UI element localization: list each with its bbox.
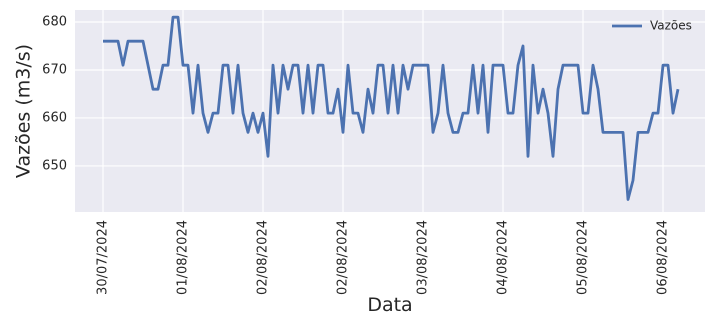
x-tick-label: 06/08/2024 <box>656 220 671 295</box>
y-tick-label: 660 <box>42 110 67 125</box>
x-tick-label: 02/08/2024 <box>256 220 271 295</box>
x-axis-label: Data <box>367 294 412 316</box>
x-tick-label: 01/08/2024 <box>176 220 191 295</box>
x-tick-label: 30/07/2024 <box>96 220 111 295</box>
y-tick-label: 670 <box>42 62 67 77</box>
x-tick-label: 03/08/2024 <box>416 220 431 295</box>
y-tick-label: 650 <box>42 158 67 173</box>
x-tick-label: 05/08/2024 <box>576 220 591 295</box>
data-line <box>103 15 680 201</box>
x-tick-label: 02/08/2024 <box>336 220 351 295</box>
y-tick-label: 680 <box>42 14 67 29</box>
legend-label: Vazões <box>650 19 692 33</box>
x-tick-label: 04/08/2024 <box>496 220 511 295</box>
y-axis-label: Vazões (m3/s) <box>13 44 35 178</box>
